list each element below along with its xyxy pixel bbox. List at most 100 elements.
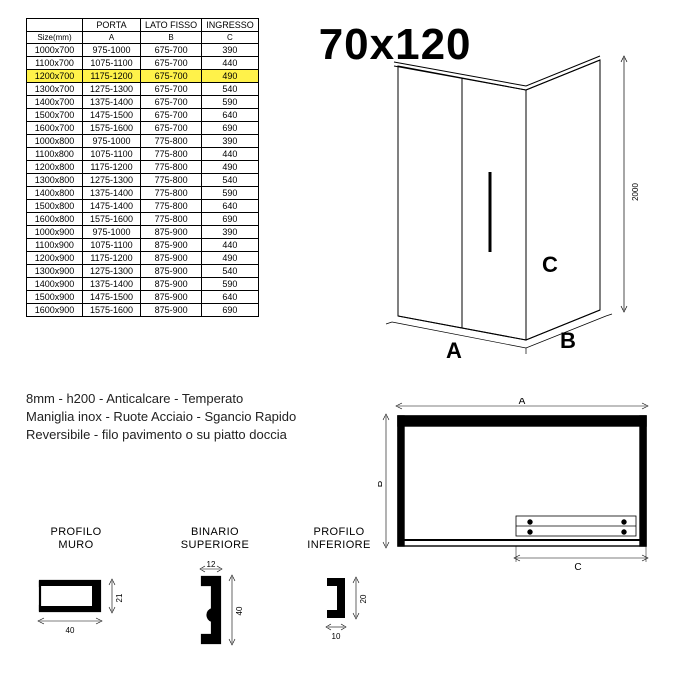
table-cell: 1000x900 [27,226,83,239]
table-cell: 1275-1300 [83,83,141,96]
th-size: Size(mm) [27,32,83,44]
table-cell: 875-900 [141,226,202,239]
table-cell: 1275-1300 [83,265,141,278]
table-row: 1600x8001575-1600775-800690 [27,213,259,226]
table-cell: 490 [202,70,259,83]
th-b: B [141,32,202,44]
table-cell: 1575-1600 [83,122,141,135]
th-porta: PORTA [83,19,141,32]
label-a-3d: A [446,338,462,362]
profile-bottom-title1: PROFILO [313,526,364,538]
table-row: 1400x9001375-1400875-900590 [27,278,259,291]
table-cell: 1475-1500 [83,291,141,304]
table-cell: 1375-1400 [83,278,141,291]
table-cell: 440 [202,148,259,161]
table-cell: 390 [202,44,259,57]
table-row: 1600x9001575-1600875-900690 [27,304,259,317]
table-cell: 1100x700 [27,57,83,70]
table-cell: 540 [202,83,259,96]
table-row: 1100x8001075-1100775-800440 [27,148,259,161]
table-cell: 540 [202,174,259,187]
table-cell: 975-1000 [83,44,141,57]
table-cell: 1300x800 [27,174,83,187]
table-cell: 975-1000 [83,226,141,239]
table-cell: 1500x900 [27,291,83,304]
profile-bottom: PROFILO INFERIORE 10 20 [304,526,374,656]
table-cell: 1175-1200 [83,161,141,174]
table-cell: 1000x700 [27,44,83,57]
table-cell: 975-1000 [83,135,141,148]
table-cell: 1475-1500 [83,109,141,122]
table-cell: 1100x900 [27,239,83,252]
table-cell: 1475-1400 [83,200,141,213]
table-cell: 675-700 [141,122,202,135]
table-cell: 1575-1600 [83,213,141,226]
table-cell: 875-900 [141,278,202,291]
dim-height: 2000 [631,183,640,201]
table-row: 1300x7001275-1300675-700540 [27,83,259,96]
table-cell: 775-800 [141,135,202,148]
table-row: 1300x8001275-1300775-800540 [27,174,259,187]
table-row: 1200x7001175-1200675-700490 [27,70,259,83]
table-row: 1500x7001475-1500675-700640 [27,109,259,122]
table-cell: 775-800 [141,213,202,226]
table-cell: 775-800 [141,148,202,161]
table-cell: 690 [202,304,259,317]
table-cell: 675-700 [141,70,202,83]
table-cell: 675-700 [141,109,202,122]
table-cell: 490 [202,161,259,174]
th-ingresso: INGRESSO [202,19,259,32]
table-row: 1400x8001375-1400775-800590 [27,187,259,200]
enclosure-3d-diagram: 2000 C A B [350,52,650,362]
table-cell: 1300x900 [27,265,83,278]
table-cell: 640 [202,109,259,122]
profile-wall-title1: PROFILO [50,526,101,538]
table-row: 1600x7001575-1600675-700690 [27,122,259,135]
profile-rail-h: 40 [235,606,244,615]
profile-wall: PROFILO MURO 40 21 [26,526,126,646]
table-cell: 875-900 [141,239,202,252]
profile-rail-w: 12 [207,561,216,569]
table-cell: 1600x900 [27,304,83,317]
table-cell: 690 [202,122,259,135]
table-cell: 1200x900 [27,252,83,265]
table-cell: 590 [202,278,259,291]
table-cell: 440 [202,57,259,70]
table-cell: 1300x700 [27,83,83,96]
table-row: 1400x7001375-1400675-700590 [27,96,259,109]
table-cell: 675-700 [141,96,202,109]
table-cell: 675-700 [141,83,202,96]
table-cell: 775-800 [141,174,202,187]
table-cell: 440 [202,239,259,252]
table-row: 1200x8001175-1200775-800490 [27,161,259,174]
plan-label-c: C [574,562,581,573]
table-row: 1500x9001475-1500875-900640 [27,291,259,304]
table-cell: 1075-1100 [83,57,141,70]
table-cell: 1275-1300 [83,174,141,187]
table-cell: 640 [202,200,259,213]
th-a: A [83,32,141,44]
note-line-3: Reversibile - filo pavimento o su piatto… [26,426,296,444]
note-line-1: 8mm - h200 - Anticalcare - Temperato [26,390,296,408]
table-cell: 1575-1600 [83,304,141,317]
table-row: 1100x7001075-1100675-700440 [27,57,259,70]
table-cell: 1200x800 [27,161,83,174]
profile-rail-title2: SUPERIORE [181,539,249,551]
table-cell: 1200x700 [27,70,83,83]
profiles-row: PROFILO MURO 40 21 [26,526,374,666]
plan-view-diagram: A B C [378,398,666,578]
table-cell: 1375-1400 [83,187,141,200]
table-cell: 1375-1400 [83,96,141,109]
table-cell: 640 [202,291,259,304]
th-blank [27,19,83,32]
table-cell: 1600x700 [27,122,83,135]
table-cell: 875-900 [141,304,202,317]
table-cell: 1500x700 [27,109,83,122]
table-cell: 390 [202,135,259,148]
table-cell: 675-700 [141,44,202,57]
label-b-3d: B [560,328,576,353]
profile-bottom-title2: INFERIORE [307,539,371,551]
table-cell: 1075-1100 [83,239,141,252]
table-row: 1000x800975-1000775-800390 [27,135,259,148]
table-cell: 490 [202,252,259,265]
